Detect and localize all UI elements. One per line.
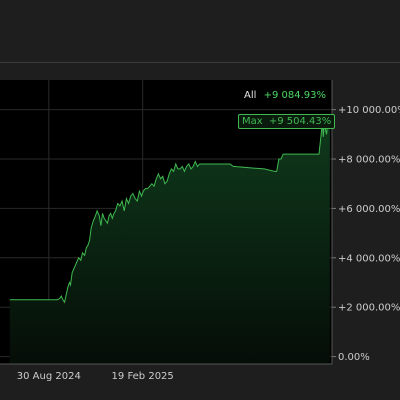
- series-line: [9, 119, 331, 304]
- legend-label: All: [244, 90, 257, 101]
- top-toolbar: [0, 0, 400, 63]
- y-tick-label: +8 000.00%: [338, 155, 400, 166]
- chart-legend: All +9 084.93%: [244, 90, 326, 101]
- y-tick-label: 0.00%: [338, 352, 370, 363]
- series-area: [9, 119, 330, 364]
- max-badge-value: +9 504.43%: [268, 116, 332, 127]
- y-tick-label: +4 000.00%: [338, 253, 400, 264]
- performance-chart[interactable]: 0.00% +2 000.00% +4 000.00% +6 000.00% +8 00…: [0, 80, 400, 392]
- y-tick-label: +2 000.00%: [338, 303, 400, 314]
- y-tick-label: +6 000.00%: [338, 204, 400, 215]
- max-value-badge: Max +9 504.43%: [238, 114, 336, 129]
- legend-value: +9 084.93%: [263, 90, 327, 101]
- max-badge-label: Max: [242, 116, 263, 127]
- chart-panel: 0.00% +2 000.00% +4 000.00% +6 000.00% +8 00…: [0, 80, 400, 392]
- x-tick-label: 30 Aug 2024: [17, 371, 81, 382]
- y-tick-label: +10 000.00%: [338, 105, 400, 116]
- x-tick-label: 19 Feb 2025: [112, 371, 174, 382]
